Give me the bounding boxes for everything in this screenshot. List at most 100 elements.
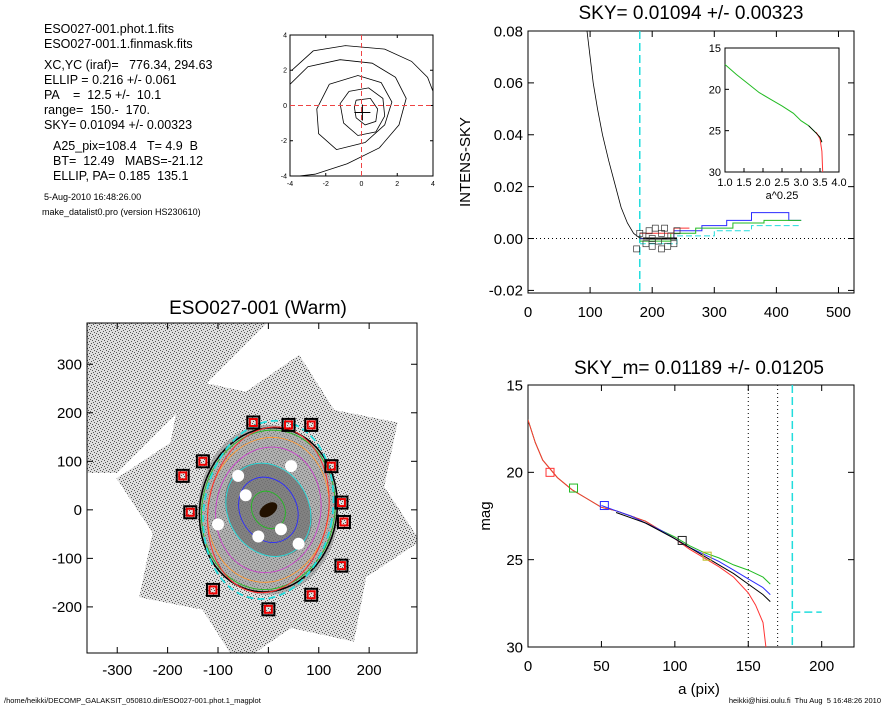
inset-black-curve — [808, 125, 823, 143]
sky-box-inner — [326, 461, 336, 471]
mag-ytick-label: 15 — [506, 377, 523, 394]
mag-xtick-label: 200 — [809, 658, 834, 675]
sky-point — [633, 245, 641, 253]
sky-point — [648, 242, 656, 250]
inset-ytick-label: 30 — [709, 167, 721, 179]
sky-point — [651, 224, 659, 232]
galaxy-nucleus — [259, 502, 278, 518]
galaxy-frame — [86, 322, 418, 654]
contour-line-4 — [353, 97, 379, 126]
galaxy-xtick-label: -100 — [203, 662, 233, 679]
sky-ytick-label: -0.02 — [489, 283, 523, 300]
info-program: make_datalist0.pro (version HS230610) — [42, 207, 201, 217]
inset-xtick-label: 3.0 — [793, 177, 808, 189]
contour-ytick-label: -2 — [281, 138, 287, 145]
mag-xtick-label: 50 — [593, 658, 610, 675]
info-ellip-pa: ELLIP, PA= 0.185 135.1 — [53, 169, 189, 183]
sky-box-outer — [334, 558, 349, 573]
footer-user: heikki@hiisi.oulu.fi Thu Aug 5 16:48:26 … — [728, 696, 881, 705]
mag-title: SKY_m= 0.01189 +/- 0.01205 — [574, 358, 824, 379]
mag-point — [569, 483, 579, 493]
sky-box-outer — [304, 417, 319, 432]
sky-box-outer — [175, 468, 190, 483]
info-range: range= 150.- 170. — [44, 103, 150, 117]
info-pa: PA = 12.5 +/- 10.1 — [44, 88, 162, 102]
sky-series-1 — [639, 219, 802, 242]
sky-xtick-label: 0 — [524, 304, 532, 321]
sky-box-inner — [336, 498, 346, 508]
mag-point — [599, 501, 609, 511]
galaxy-title: ESO027-001 (Warm) — [169, 298, 347, 319]
galaxy-ytick-label: 100 — [57, 454, 82, 471]
inset-xtick-label: 2.0 — [755, 177, 770, 189]
sky-xtick-label: 500 — [826, 304, 851, 321]
sky-point — [639, 232, 647, 240]
isophote-ellipse — [238, 476, 299, 543]
inset-frame — [724, 47, 840, 173]
contour-ytick-label: -4 — [281, 173, 287, 180]
galaxy-ytick-label: -200 — [52, 599, 82, 616]
sky-title: SKY= 0.01094 +/- 0.00323 — [578, 3, 803, 24]
sky-box-inner — [198, 456, 208, 466]
sky-box-outer — [336, 514, 351, 529]
sky-box-outer — [261, 602, 276, 617]
sky-box-outer — [183, 505, 198, 520]
mag-point — [545, 467, 555, 477]
info-timestamp: 5-Aug-2010 16:48:26.00 — [44, 192, 142, 202]
isophote-ellipse — [215, 446, 322, 574]
contour-line-1 — [289, 59, 407, 177]
galaxy-image-group — [87, 323, 417, 653]
contour-xtick-label: -2 — [323, 181, 329, 188]
masked-star — [285, 460, 298, 473]
sky-point — [661, 224, 668, 232]
galaxy-xtick-label: 100 — [306, 662, 331, 679]
sky-xtick-label: 300 — [702, 304, 727, 321]
inset-xtick-label: 3.5 — [812, 177, 827, 189]
galaxy-ytick-label: 200 — [57, 405, 82, 422]
inset-ytick-label: 25 — [709, 126, 721, 138]
sky-ytick-label: 0.04 — [494, 127, 523, 144]
sky-box-outer — [304, 587, 319, 602]
sky-ytick-label: 0.06 — [494, 75, 523, 92]
contour-ytick-label: 0 — [283, 103, 287, 110]
galaxy-xtick-label: -200 — [153, 662, 183, 679]
sky-point — [673, 227, 681, 235]
mag-ytick-label: 30 — [506, 639, 523, 656]
contour-xtick-label: 4 — [431, 181, 435, 188]
galaxy-xtick-label: 200 — [357, 662, 382, 679]
info-line-1: ESO027-001.phot.1.fits — [44, 22, 174, 36]
sky-xtick-label: 400 — [764, 304, 789, 321]
masked-star — [239, 489, 252, 502]
sky-box-inner — [178, 471, 188, 481]
sky-xtick-label: 100 — [578, 304, 603, 321]
sky-box-inner — [306, 590, 316, 600]
mag-xtick-label: 0 — [524, 658, 532, 675]
mag-series-1 — [528, 419, 767, 647]
inset-xtick-label: 4.0 — [831, 177, 846, 189]
sky-profile-line — [586, 31, 644, 239]
sky-point — [658, 245, 665, 253]
info-line-2: ESO027-001.1.finmask.fits — [44, 37, 193, 51]
sky-box-inner — [339, 517, 349, 527]
mag-data-group — [528, 385, 822, 647]
galaxy-ytick-label: -100 — [52, 551, 82, 568]
sky-box-outer — [334, 495, 349, 510]
contour-ytick-label: 4 — [283, 32, 287, 39]
mag-point — [677, 535, 687, 545]
contour-xtick-label: 2 — [395, 181, 399, 188]
sky-box-outer — [324, 459, 339, 474]
mag-point — [702, 551, 712, 561]
sky-data-group — [586, 31, 802, 253]
mag-xlabel: a (pix) — [678, 681, 720, 698]
info-a25: A25_pix=108.4 T= 4.9 B — [53, 139, 199, 153]
inset-xtick-label: 1.5 — [736, 177, 751, 189]
sky-box-inner — [208, 585, 218, 595]
sky-ytick-label: 0.00 — [494, 231, 523, 248]
mag-xtick-label: 100 — [662, 658, 687, 675]
galaxy-xtick-label: 0 — [264, 662, 272, 679]
sky-box-inner — [263, 604, 273, 614]
sky-box-outer — [205, 582, 220, 597]
inset-xtick-label: 2.5 — [774, 177, 789, 189]
galaxy-xtick-label: -300 — [102, 662, 132, 679]
masked-star — [232, 469, 245, 482]
